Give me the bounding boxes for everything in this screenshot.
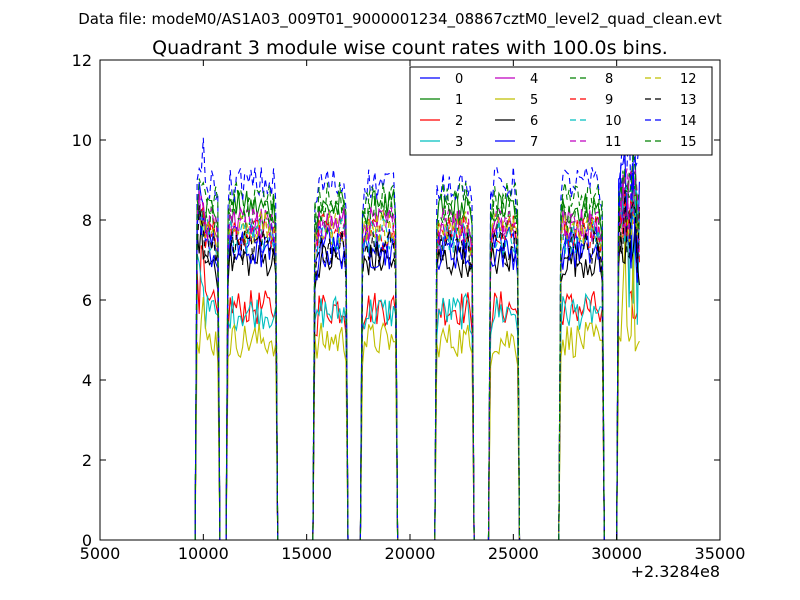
series-line-7 bbox=[194, 149, 640, 540]
legend-box bbox=[409, 66, 713, 156]
y-tick-label: 6 bbox=[82, 291, 92, 310]
legend-label-0: 0 bbox=[455, 72, 463, 87]
legend-label-3: 3 bbox=[455, 135, 463, 150]
x-tick-label: 20000 bbox=[385, 544, 436, 563]
legend-label-9: 9 bbox=[605, 93, 613, 108]
series-line-13 bbox=[194, 190, 640, 540]
legend-label-6: 6 bbox=[530, 114, 538, 129]
x-tick-label: 35000 bbox=[695, 544, 746, 563]
series-line-4 bbox=[194, 170, 640, 540]
series-line-3 bbox=[194, 193, 640, 540]
y-tick-label: 12 bbox=[72, 51, 92, 70]
legend-label-8: 8 bbox=[605, 72, 613, 87]
ticks-layer: 5000 10000 15000 20000 25000 30000 35000 0 2 4 6 8 1… bbox=[72, 51, 746, 563]
legend-label-7: 7 bbox=[530, 135, 538, 150]
series-line-0 bbox=[194, 155, 640, 540]
y-tick-label: 8 bbox=[82, 211, 92, 230]
series-line-15 bbox=[194, 152, 640, 540]
legend-label-11: 11 bbox=[605, 135, 622, 150]
legend-label-12: 12 bbox=[680, 72, 697, 87]
y-tick-label: 10 bbox=[72, 131, 92, 150]
legend-label-5: 5 bbox=[530, 93, 538, 108]
x-tick-label: 25000 bbox=[488, 544, 539, 563]
legend-label-4: 4 bbox=[530, 72, 538, 87]
legend-label-2: 2 bbox=[455, 114, 463, 129]
series-line-6 bbox=[194, 210, 640, 540]
x-offset-label: +2.3284e8 bbox=[631, 562, 720, 581]
x-tick-label: 15000 bbox=[281, 544, 332, 563]
legend-label-15: 15 bbox=[680, 135, 697, 150]
y-tick-label: 4 bbox=[82, 371, 92, 390]
legend-label-14: 14 bbox=[680, 114, 697, 129]
legend-label-13: 13 bbox=[680, 93, 697, 108]
legend-label-10: 10 bbox=[605, 114, 622, 129]
y-tick-label: 0 bbox=[82, 531, 92, 550]
legend-label-1: 1 bbox=[455, 93, 463, 108]
chart-title: Quadrant 3 module wise count rates with … bbox=[152, 37, 668, 59]
series-layer bbox=[194, 120, 640, 540]
series-line-10 bbox=[194, 187, 640, 540]
y-tick-label: 2 bbox=[82, 451, 92, 470]
x-tick-label: 5000 bbox=[80, 544, 121, 563]
chart-suptitle: Data file: modeM0/AS1A03_009T01_90000012… bbox=[78, 10, 722, 29]
series-line-12 bbox=[194, 210, 640, 540]
series-line-14 bbox=[194, 120, 640, 540]
x-tick-label: 10000 bbox=[178, 544, 229, 563]
series-line-5 bbox=[194, 241, 640, 540]
x-tick-label: 30000 bbox=[591, 544, 642, 563]
